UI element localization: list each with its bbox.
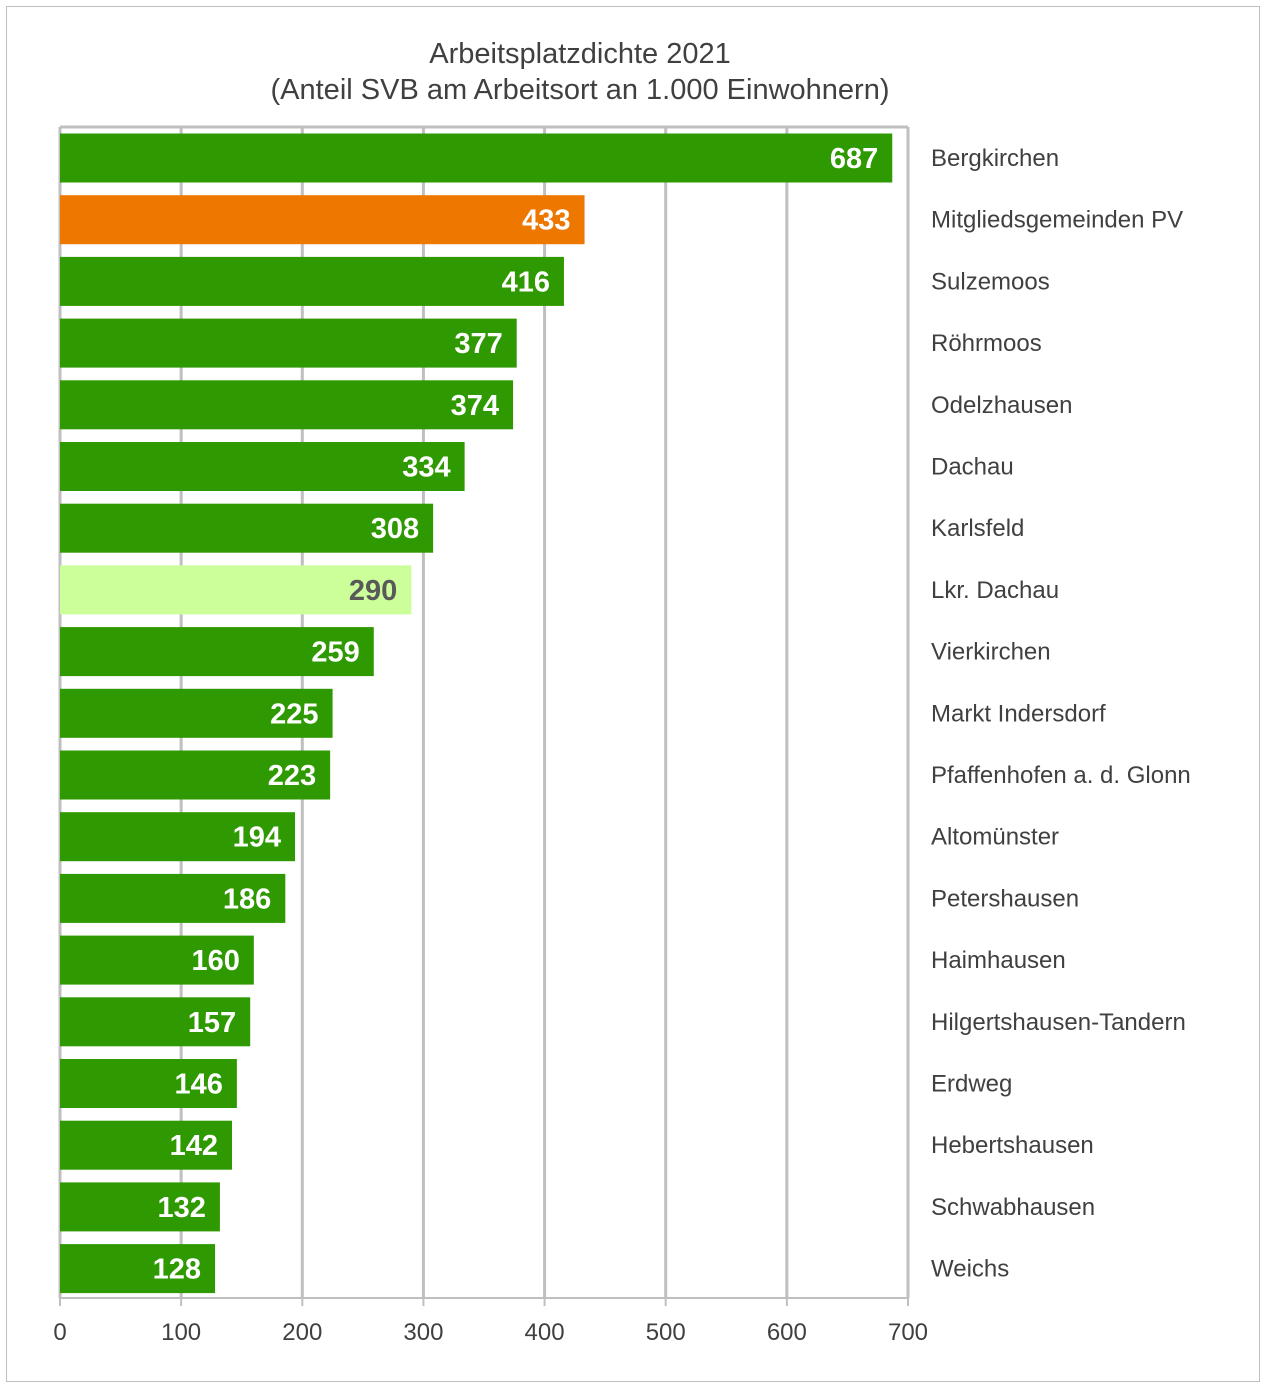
category-label: Schwabhausen [931,1194,1095,1221]
category-label: Bergkirchen [931,145,1059,172]
category-label: Haimhausen [931,947,1066,974]
bar [60,442,465,491]
x-tick-label: 200 [282,1319,322,1346]
bar-value-label: 128 [153,1254,201,1286]
chart-subtitle: (Anteil SVB am Arbeitsort an 1.000 Einwo… [270,74,890,106]
bar [60,688,333,738]
bars [60,133,893,1294]
bar-value-label: 142 [170,1130,218,1162]
x-tick-label: 500 [646,1319,686,1346]
category-label: Weichs [931,1256,1009,1283]
bar [60,750,331,800]
category-label: Dachau [931,454,1014,481]
bar [60,997,251,1047]
bar-value-label: 290 [349,575,397,607]
bar-value-label: 225 [270,698,318,730]
category-label: Hebertshausen [931,1132,1094,1159]
category-label: Petershausen [931,885,1079,912]
category-label: Röhrmoos [931,330,1042,357]
bar [60,195,585,245]
x-tick-label: 0 [53,1319,66,1346]
bar-value-label: 223 [268,760,316,792]
bar [60,133,893,183]
bar [60,318,517,368]
x-tick-label: 400 [525,1319,565,1346]
bar [60,1182,220,1232]
bar-value-label: 377 [454,328,502,360]
category-label: Markt Indersdorf [931,700,1106,727]
bar [60,503,434,553]
bar [60,380,514,430]
category-label: Lkr. Dachau [931,577,1059,604]
bar [60,1059,237,1108]
bar-value-label: 259 [311,637,359,669]
bar-value-label: 334 [402,452,450,484]
bar [60,812,296,862]
bar-value-label: 132 [158,1192,206,1224]
bar [60,627,374,677]
x-tick-label: 700 [888,1319,928,1346]
category-label: Mitgliedsgemeinden PV [931,207,1183,234]
category-label: Vierkirchen [931,639,1051,666]
bar [60,1244,216,1294]
x-axis: 0 100 200 300 400 500 600 700 [53,1297,928,1346]
category-label: Erdweg [931,1071,1012,1098]
labels: 687 Bergkirchen 433 Mitgliedsgemeinden PV 41… [153,143,1191,1286]
bar-value-label: 157 [188,1007,236,1039]
category-label: Sulzemoos [931,268,1050,295]
bar-value-label: 416 [502,266,550,298]
bar-value-label: 374 [451,390,499,422]
bar [60,256,564,306]
category-label: Pfaffenhofen a. d. Glonn [931,762,1191,789]
bar-value-label: 308 [371,513,419,545]
x-tick-label: 600 [767,1319,807,1346]
bar-value-label: 687 [830,143,878,175]
bar [60,1120,233,1170]
chart-title: Arbeitsplatzdichte 2021 [429,38,731,70]
x-tick-label: 300 [403,1319,443,1346]
bar [60,935,254,985]
bar-value-label: 160 [191,945,239,977]
bar-value-label: 146 [174,1069,222,1101]
chart-title-block: Arbeitsplatzdichte 2021 (Anteil SVB am A… [0,36,1160,108]
category-label: Altomünster [931,824,1059,851]
category-label: Hilgertshausen-Tandern [931,1009,1186,1036]
bar [60,873,286,923]
bar-value-label: 186 [223,883,271,915]
category-label: Odelzhausen [931,392,1072,419]
category-label: Karlsfeld [931,515,1024,542]
bar-value-label: 433 [522,205,570,237]
x-tick-label: 100 [161,1319,201,1346]
bar-value-label: 194 [233,822,281,854]
bar [60,565,412,615]
